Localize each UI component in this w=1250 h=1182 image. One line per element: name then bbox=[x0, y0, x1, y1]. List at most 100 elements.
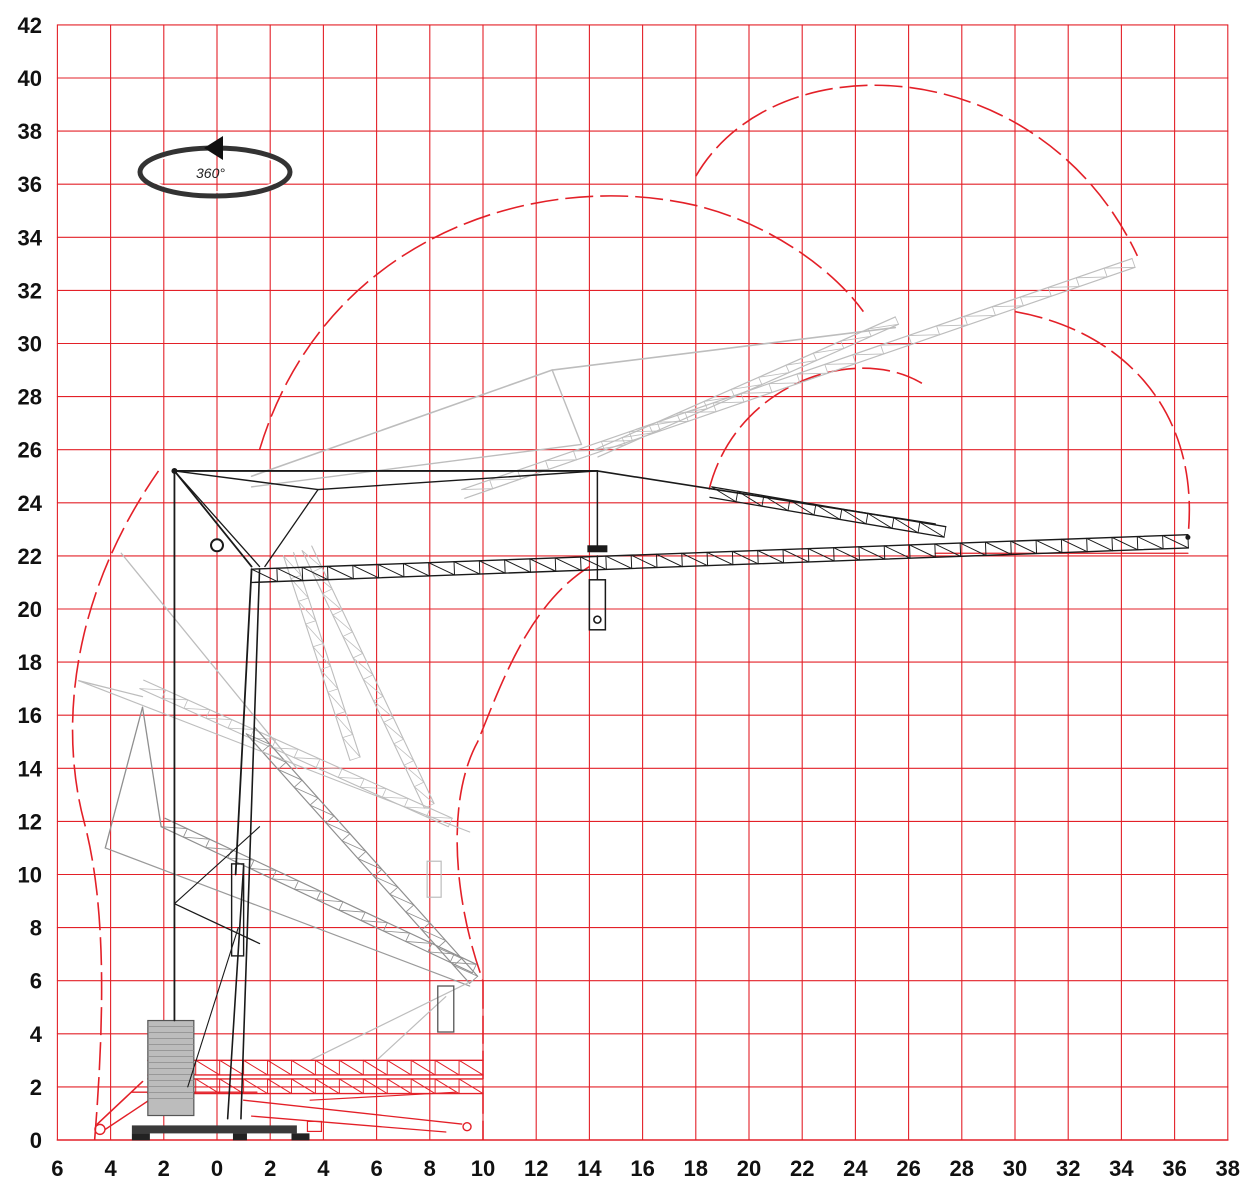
transport-jib-lower-lacing bbox=[243, 1078, 269, 1095]
transport-jib-lower-lacing bbox=[410, 1078, 436, 1095]
main-jib-lacing bbox=[1111, 536, 1139, 551]
ghost-jib-folded-b-lacing bbox=[342, 631, 353, 637]
ghost-jib-raised-short-chord-top bbox=[594, 316, 896, 451]
ghost-jib-raised-short-lacing bbox=[703, 396, 735, 402]
ghost-jib-inclined-b-lacing bbox=[325, 815, 335, 824]
ghost-jib-inclined-c-lacing bbox=[182, 836, 210, 840]
main-jib-lacing bbox=[605, 555, 633, 569]
y-tick-label: 8 bbox=[30, 916, 42, 941]
jib-extension-lacing bbox=[919, 521, 945, 538]
ghost-jib-inclined-a-lacing bbox=[205, 717, 233, 721]
ghost-jib-inclined-c-lacing bbox=[360, 911, 366, 922]
tower-diagonal-2 bbox=[173, 826, 261, 905]
ghost-jib-folded-a-lacing bbox=[305, 620, 317, 625]
x-tick-label: 10 bbox=[471, 1156, 495, 1181]
transport-jib-upper-lacing bbox=[410, 1059, 436, 1076]
outrigger-pad-center bbox=[232, 1133, 247, 1141]
main-jib bbox=[250, 533, 1190, 584]
transport-jib-upper-lacing bbox=[386, 1059, 412, 1076]
x-tick-label: 16 bbox=[630, 1156, 654, 1181]
y-tick-label: 34 bbox=[18, 225, 43, 250]
ghost-jib-raised-long-lacing bbox=[824, 363, 829, 374]
y-tick-label: 40 bbox=[18, 66, 42, 91]
ghost-jib-folded-b-lacing bbox=[362, 674, 374, 680]
y-tick-label: 24 bbox=[18, 491, 43, 516]
ghost-jib-inclined-c-lacing bbox=[205, 847, 233, 851]
ghost-jib-inclined-c-lacing bbox=[271, 878, 299, 882]
tie-rod-outer bbox=[596, 470, 937, 525]
tie-rod-link bbox=[264, 488, 319, 568]
ghost-jib-raised-long-lacing bbox=[964, 315, 968, 326]
ghost-jib-raised-long-lacing bbox=[796, 373, 801, 384]
ghost-jib-inclined-b-lacing bbox=[341, 840, 367, 852]
counterweight-ballast bbox=[147, 1019, 195, 1117]
ghost-hook-block bbox=[437, 985, 455, 1033]
ghost-jib-inclined-b-lacing bbox=[405, 904, 415, 913]
main-jib-lacing bbox=[934, 543, 962, 557]
ghost-jib-inclined-c-lacing bbox=[427, 951, 455, 955]
ghost-jib-raised-long-lacing bbox=[936, 325, 940, 336]
y-tick-label: 18 bbox=[18, 650, 42, 675]
transport-pivot-2 bbox=[462, 1122, 472, 1132]
ghost-jib-folded-a-lacing bbox=[334, 714, 354, 735]
ghost-jib-raised-long-lacing bbox=[573, 450, 577, 461]
main-jib-lacing bbox=[377, 564, 405, 578]
ghost-jib-raised-long-lacing bbox=[768, 382, 801, 385]
x-tick-label: 18 bbox=[684, 1156, 708, 1181]
ghost-jib-raised-long-lacing bbox=[600, 440, 633, 442]
ghost-jib-inclined-c-lacing bbox=[294, 888, 322, 892]
transport-jib-upper-lacing bbox=[290, 1059, 316, 1076]
x-tick-label: 2 bbox=[158, 1156, 170, 1181]
y-tick-label: 16 bbox=[18, 703, 42, 728]
transport-jib-upper-lacing bbox=[314, 1059, 340, 1076]
ghost-tie-lower bbox=[250, 443, 583, 488]
transport-strut-c bbox=[309, 1091, 457, 1101]
x-tick-label: 30 bbox=[1003, 1156, 1027, 1181]
transport-jib-upper-lacing bbox=[195, 1059, 221, 1076]
ghost-jib-inclined-a-lacing bbox=[315, 767, 343, 770]
ghost-jib-folded-a-lacing bbox=[320, 669, 339, 690]
ghost-jib-inclined-b-lacing bbox=[437, 947, 463, 959]
ghost-jib-raised-long-lacing bbox=[1047, 286, 1052, 297]
ghost-jib-folded-b-lacing bbox=[393, 738, 404, 745]
ghost-jib-raised-short-lacing bbox=[840, 340, 845, 349]
ghost-jib-raised-short-lacing bbox=[730, 388, 735, 398]
ghost-jib-raised-short-lacing bbox=[648, 420, 681, 426]
ghost-jib-inclined-a-lacing bbox=[448, 817, 453, 828]
envelope-right-arc bbox=[1014, 310, 1191, 538]
x-tick-label: 6 bbox=[51, 1156, 63, 1181]
ghost-mast-b bbox=[78, 680, 144, 698]
ghost-jib-raised-long-lacing bbox=[824, 363, 857, 365]
ghost-jib-inclined-a-lacing bbox=[183, 707, 211, 711]
ghost-jib-folded-a-lacing bbox=[334, 711, 346, 716]
ghost-jib-raised-short-lacing bbox=[812, 347, 845, 354]
ghost-jib-inclined-b-lacing bbox=[421, 929, 447, 942]
outrigger-pad-left bbox=[131, 1133, 150, 1141]
ghost-jib-folded-b-lacing bbox=[332, 610, 343, 616]
ghost-jib-raised-short-lacing bbox=[812, 352, 817, 361]
ghost-jib-folded-b-lacing bbox=[383, 721, 404, 740]
ghost-jib-folded-b-lacing bbox=[322, 593, 343, 611]
ghost-jib-raised-short-lacing bbox=[785, 360, 817, 366]
ghost-jib-inclined-a bbox=[139, 679, 453, 828]
y-tick-label: 42 bbox=[18, 13, 42, 38]
ghost-jib-folded-a-lacing bbox=[283, 555, 302, 576]
erection-phase-ghosts bbox=[78, 257, 1136, 1061]
jib-extension-lacing bbox=[891, 517, 895, 529]
ghost-jib-raised-long-lacing bbox=[796, 372, 829, 375]
ghost-jib-folded-b-lacing bbox=[403, 760, 415, 766]
main-jib-lacing bbox=[1086, 537, 1113, 552]
ghost-jib-inclined-c-lacing bbox=[338, 901, 344, 911]
ghost-jib-raised-short-lacing bbox=[840, 335, 872, 342]
main-jib-lacing bbox=[883, 545, 911, 559]
transport-jib-lower-lacing bbox=[434, 1078, 460, 1095]
transport-strut-a bbox=[242, 1099, 463, 1125]
main-jib-lacing bbox=[984, 541, 1012, 555]
ghost-jib-inclined-a-lacing bbox=[139, 688, 167, 691]
x-tick-label: 26 bbox=[896, 1156, 920, 1181]
y-tick-label: 22 bbox=[18, 544, 42, 569]
ghost-jib-folded-a-lacing bbox=[290, 578, 309, 599]
x-tick-label: 20 bbox=[737, 1156, 761, 1181]
ghost-jib-raised-long bbox=[461, 257, 1136, 499]
transport-jib-lower-lacing bbox=[362, 1078, 388, 1095]
